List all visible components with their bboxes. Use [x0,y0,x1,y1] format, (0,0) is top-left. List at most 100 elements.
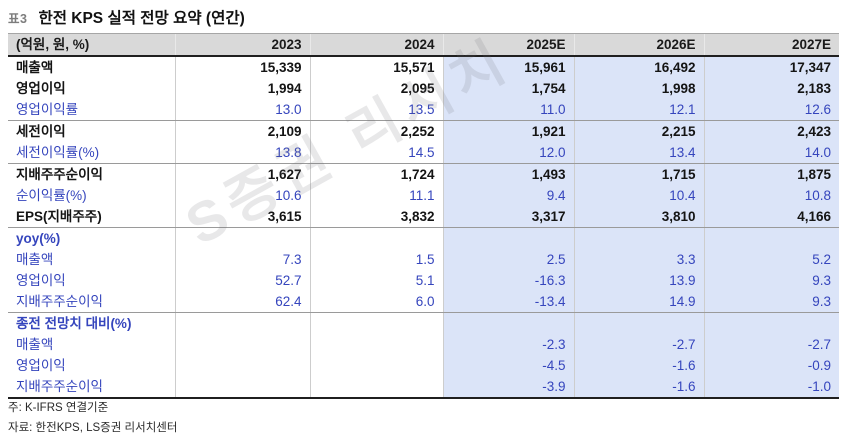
row-label: 매출액 [8,249,175,270]
table-cell: 1,998 [573,78,704,99]
unit-label: (억원, 원, %) [8,33,175,57]
table-cell [174,227,310,249]
table-cell [309,376,443,399]
table-cell: 10.8 [703,185,839,206]
table-cell: -1.6 [573,355,704,376]
table-cell: 3,832 [309,206,443,228]
table-cell: -1.6 [573,376,704,399]
table-cell: 13.8 [174,142,310,164]
row-label: 지배주주순이익 [8,376,175,399]
table-title-block: 표3 한전 KPS 실적 전망 요약 (연간) [8,6,245,28]
column-header-2026E: 2026E [573,33,704,57]
table-row-순이익률(%): 순이익률(%) 10.6 11.1 9.4 10.4 10.8 [8,185,839,206]
table-cell [174,312,310,334]
table-cell: 2,183 [703,78,839,99]
table-row-section-header: 종전 전망치 대비(%) [8,312,839,334]
table-cell: 1,994 [174,78,310,99]
table-cell: -4.5 [442,355,574,376]
table-cell [703,312,839,334]
table-cell: 62.4 [174,291,310,313]
table-cell: 7.3 [174,249,310,270]
table-cell [703,227,839,249]
table-cell: 2.5 [442,249,574,270]
row-label: 종전 전망치 대비(%) [8,312,175,334]
table-cell: 15,339 [174,56,310,78]
table-cell: 2,215 [573,120,704,142]
table-tag: 표3 [8,12,28,26]
row-label: 지배주주순이익 [8,163,175,185]
table-cell: 2,109 [174,120,310,142]
table-row-영업이익률: 영업이익률 13.0 13.5 11.0 12.1 12.6 [8,99,839,121]
table-cell: 16,492 [573,56,704,78]
column-header-2027E: 2027E [703,33,839,57]
row-label: 세전이익률(%) [8,142,175,164]
table-cell [309,227,443,249]
table-cell: 2,095 [309,78,443,99]
table-cell: 1,754 [442,78,574,99]
table-cell: 6.0 [309,291,443,313]
table-cell: 3,615 [174,206,310,228]
table-row-매출액: 매출액 7.3 1.5 2.5 3.3 5.2 [8,249,839,270]
table-cell: 3.3 [573,249,704,270]
row-label: 영업이익률 [8,99,175,121]
table-cell: 15,571 [309,56,443,78]
row-label: 세전이익 [8,120,175,142]
table-cell: -2.7 [703,334,839,355]
table-cell: 17,347 [703,56,839,78]
row-label: 매출액 [8,334,175,355]
table-cell: 52.7 [174,270,310,291]
table-cell [174,376,310,399]
row-label: EPS(지배주주) [8,206,175,228]
table-cell: 12.1 [573,99,704,121]
table-row-지배주주순이익: 지배주주순이익 -3.9 -1.6 -1.0 [8,376,839,399]
table-cell: 1,715 [573,163,704,185]
table-row-영업이익: 영업이익 52.7 5.1 -16.3 13.9 9.3 [8,270,839,291]
table-cell [573,312,704,334]
table-row-지배주주순이익: 지배주주순이익 1,627 1,724 1,493 1,715 1,875 [8,163,839,185]
table-row-영업이익: 영업이익 1,994 2,095 1,754 1,998 2,183 [8,78,839,99]
table-cell [309,312,443,334]
table-row-세전이익률(%): 세전이익률(%) 13.8 14.5 12.0 13.4 14.0 [8,142,839,164]
column-header-2024: 2024 [309,33,443,57]
table-cell: 3,810 [573,206,704,228]
table-header-row: (억원, 원, %) 2023 2024 2025E 2026E 2027E [8,33,839,57]
row-label: 영업이익 [8,355,175,376]
table-cell: 14.9 [573,291,704,313]
table-cell: -1.0 [703,376,839,399]
table-cell: 5.1 [309,270,443,291]
table-cell: 14.0 [703,142,839,164]
table-cell: 5.2 [703,249,839,270]
table-cell: 1,724 [309,163,443,185]
table-cell: -2.3 [442,334,574,355]
table-row-지배주주순이익: 지배주주순이익 62.4 6.0 -13.4 14.9 9.3 [8,291,839,313]
table-cell: -13.4 [442,291,574,313]
table-cell: 4,166 [703,206,839,228]
table-cell: 13.9 [573,270,704,291]
column-header-2023: 2023 [174,33,310,57]
row-label: 매출액 [8,56,175,78]
table-cell: 11.1 [309,185,443,206]
table-cell: 12.6 [703,99,839,121]
footnotes: 주: K-IFRS 연결기준 자료: 한전KPS, LS증권 리서치센터 [8,398,177,438]
table-row-매출액: 매출액 15,339 15,571 15,961 16,492 17,347 [8,56,839,78]
table-cell: 2,423 [703,120,839,142]
table-cell: 1.5 [309,249,443,270]
column-header-2025E: 2025E [442,33,574,57]
table-cell [174,355,310,376]
table-cell: -16.3 [442,270,574,291]
table-cell: 3,317 [442,206,574,228]
table-row-EPS(지배주주): EPS(지배주주) 3,615 3,832 3,317 3,810 4,166 [8,206,839,228]
table-cell [573,227,704,249]
row-label: 지배주주순이익 [8,291,175,313]
table-cell: 15,961 [442,56,574,78]
table-cell: 12.0 [442,142,574,164]
table-cell [442,312,574,334]
row-label: 순이익률(%) [8,185,175,206]
table-cell: 10.4 [573,185,704,206]
table-cell: 1,875 [703,163,839,185]
note-basis: 주: K-IFRS 연결기준 [8,402,109,414]
table-cell: -2.7 [573,334,704,355]
row-label: 영업이익 [8,78,175,99]
table-cell: 9.4 [442,185,574,206]
table-cell: 13.4 [573,142,704,164]
